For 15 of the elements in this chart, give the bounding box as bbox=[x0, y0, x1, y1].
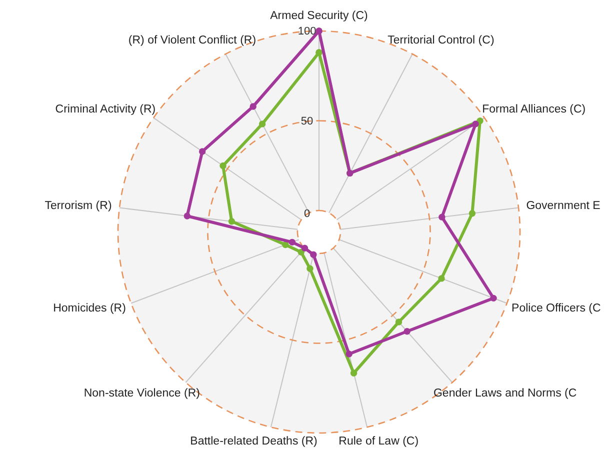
spoke-label: Rule of Law (C) bbox=[338, 436, 419, 448]
y-tick-label: 50 bbox=[300, 115, 314, 128]
spoke-label: Territorial Control (C) bbox=[388, 34, 494, 47]
spoke-label: Armed Security (C) bbox=[270, 10, 368, 22]
y-tick-label: 100 bbox=[298, 25, 316, 38]
spoke-label: Gender Laws and Norms (C bbox=[433, 388, 577, 400]
spoke-label: Criminal Activity (R) bbox=[55, 103, 156, 116]
spoke-label: Battle-related Deaths (R) bbox=[190, 436, 318, 448]
spoke-label: Terrorism (R) bbox=[44, 200, 112, 212]
spoke-label: Non-state Violence (R) bbox=[84, 388, 200, 400]
spoke-label: Homicides (R) bbox=[53, 302, 126, 315]
spoke-label: Police Officers (C bbox=[512, 302, 601, 315]
spoke-label: Government E bbox=[526, 200, 601, 212]
spoke-label: (R) of Violent Conflict (R) bbox=[128, 34, 256, 47]
spoke-label: Formal Alliances (C) bbox=[482, 103, 586, 116]
